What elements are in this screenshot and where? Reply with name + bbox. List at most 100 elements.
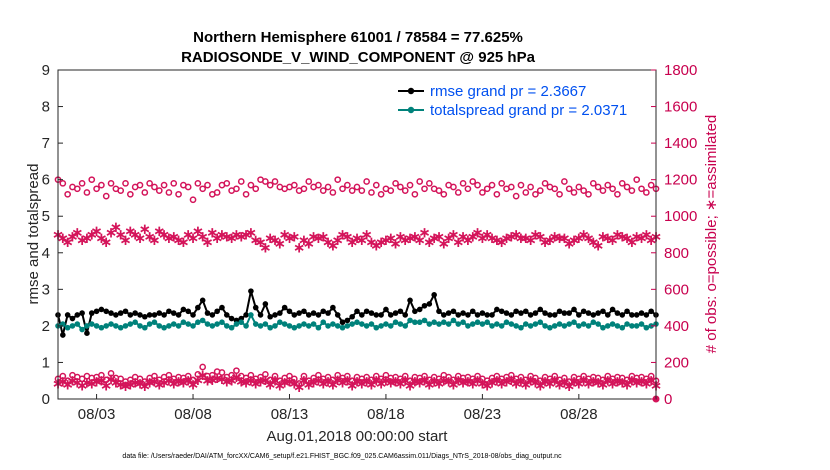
rmse-point xyxy=(643,312,650,318)
obs-assimilated-point: ∗ xyxy=(201,233,214,251)
totalspread-point xyxy=(556,321,563,327)
obs-possible-point xyxy=(242,190,250,198)
rmse-point xyxy=(142,313,148,320)
obs-possible-point xyxy=(565,378,573,385)
obs-possible-point xyxy=(425,179,433,187)
totalspread-point xyxy=(566,321,572,327)
obs-assimilated-point: ∗ xyxy=(553,375,566,393)
totalspread-point xyxy=(513,323,519,329)
obs-possible-point xyxy=(88,176,96,184)
obs-assimilated-point: ∗ xyxy=(312,372,325,390)
obs-possible-point xyxy=(262,178,269,185)
totalspread-point xyxy=(643,324,650,331)
rmse-point xyxy=(190,312,196,318)
totalspread-point xyxy=(252,321,259,327)
legend-spread-label: totalspread grand pr = 2.0371 xyxy=(430,102,627,119)
rmse-point xyxy=(378,312,384,318)
obs-assimilated-point: ∗ xyxy=(428,229,441,247)
totalspread-point xyxy=(571,319,577,326)
rmse-point xyxy=(648,308,654,315)
obs-assimilated-point: ∗ xyxy=(114,226,127,244)
obs-possible-point xyxy=(517,181,525,189)
rmse-point xyxy=(474,312,481,318)
totalspread-point xyxy=(161,324,167,331)
obs-assimilated-point: ∗ xyxy=(438,372,451,390)
obs-assimilated-point: ∗ xyxy=(471,224,484,242)
totalspread-point xyxy=(445,321,452,327)
y-tick-label: 5 xyxy=(42,208,50,225)
obs-assimilated-point: ∗ xyxy=(163,372,176,390)
obs-possible-point xyxy=(618,179,626,187)
obs-possible-point xyxy=(310,374,317,382)
rmse-point xyxy=(252,304,259,311)
rmse-point xyxy=(339,319,346,326)
y-tick-label: 4 xyxy=(42,245,50,262)
totalspread-point xyxy=(494,321,500,327)
rmse-point xyxy=(175,312,182,318)
obs-assimilated-point: ∗ xyxy=(365,233,378,251)
obs-possible-point xyxy=(305,377,313,385)
obs-assimilated-point: ∗ xyxy=(384,374,397,392)
obs-assimilated-point: ∗ xyxy=(66,372,79,390)
obs-possible-point xyxy=(633,176,641,184)
obs-possible-point xyxy=(300,185,308,193)
obs-possible-point xyxy=(98,371,105,379)
obs-possible-point xyxy=(165,189,173,196)
totalspread-point xyxy=(576,323,582,329)
legend-spread-marker xyxy=(407,106,415,114)
rmse-point xyxy=(277,310,283,316)
obs-possible-point xyxy=(175,190,182,198)
obs-possible-point xyxy=(276,377,284,385)
totalspread-point xyxy=(146,321,153,327)
obs-assimilated-point: ∗ xyxy=(283,373,296,391)
rmse-point xyxy=(267,313,273,320)
obs-possible-point xyxy=(189,376,197,384)
obs-possible-point xyxy=(450,376,457,384)
totalspread-point xyxy=(547,324,553,331)
obs-possible-point xyxy=(459,179,467,187)
obs-assimilated-point: ∗ xyxy=(134,229,147,247)
obs-assimilated-point: ∗ xyxy=(114,375,127,393)
obs-assimilated-point: ∗ xyxy=(630,374,643,392)
obs-possible-point xyxy=(324,183,332,191)
totalspread-point xyxy=(359,321,365,327)
obs-assimilated-point: ∗ xyxy=(105,370,118,388)
obs-assimilated-point: ∗ xyxy=(269,231,282,249)
totalspread-point xyxy=(209,323,216,329)
rmse-point xyxy=(64,312,71,318)
rmse-point xyxy=(633,312,640,318)
rmse-point xyxy=(180,306,187,313)
totalspread-point xyxy=(74,321,81,327)
y-right-tick-label: 1000 xyxy=(664,208,697,225)
obs-possible-point xyxy=(257,373,264,381)
series-2-obs xyxy=(54,176,660,204)
rmse-point xyxy=(513,308,519,315)
obs-assimilated-point: ∗ xyxy=(423,233,436,251)
obs-assimilated-point: ∗ xyxy=(148,373,161,391)
totalspread-point xyxy=(175,323,182,329)
rmse-point xyxy=(195,304,201,311)
obs-assimilated-point: ∗ xyxy=(158,374,171,392)
totalspread-point xyxy=(412,319,418,326)
obs-possible-point xyxy=(589,179,597,187)
y-right-tick-label: 1400 xyxy=(664,135,697,152)
obs-assimilated-point: ∗ xyxy=(95,229,108,247)
obs-possible-point xyxy=(387,187,395,194)
obs-possible-point xyxy=(425,376,433,384)
obs-possible-point xyxy=(199,363,207,371)
totalspread-point xyxy=(69,323,76,329)
obs-assimilated-point: ∗ xyxy=(616,227,629,245)
totalspread-point xyxy=(301,321,307,327)
totalspread-point xyxy=(619,324,626,331)
obs-assimilated-point: ∗ xyxy=(211,369,224,387)
obs-possible-point xyxy=(604,181,612,189)
y-right-tick-label: 400 xyxy=(664,318,689,335)
obs-assimilated-point: ∗ xyxy=(100,233,113,251)
obs-assimilated-point: ∗ xyxy=(558,229,571,247)
obs-assimilated-point: ∗ xyxy=(447,375,460,393)
obs-assimilated-point: ∗ xyxy=(322,233,335,251)
obs-possible-point xyxy=(397,375,404,383)
totalspread-point xyxy=(624,321,630,327)
obs-assimilated-point: ∗ xyxy=(221,227,234,245)
obs-possible-point xyxy=(266,181,274,189)
